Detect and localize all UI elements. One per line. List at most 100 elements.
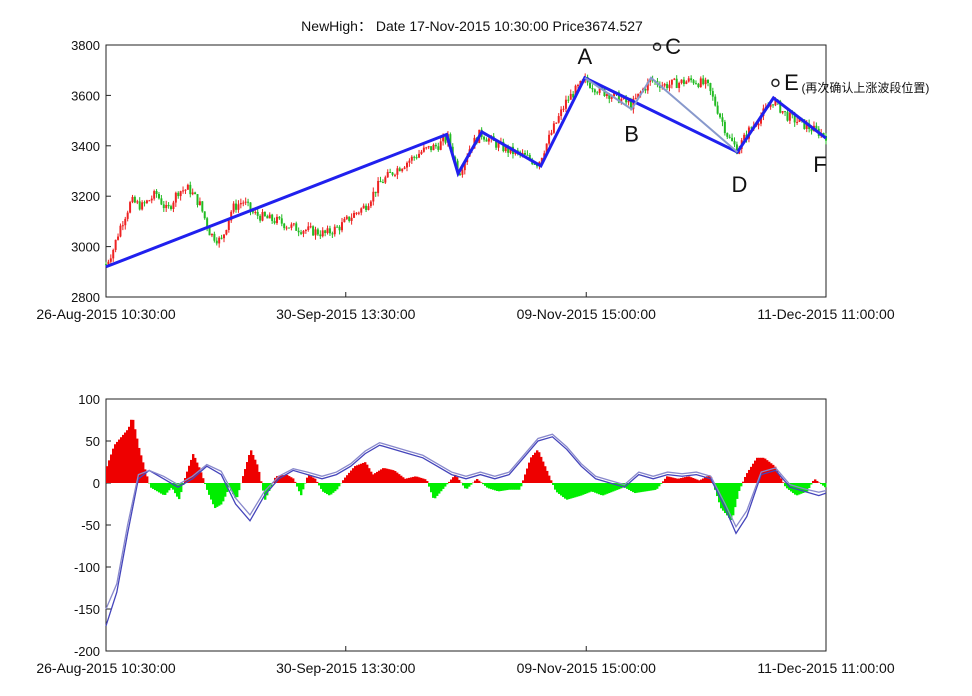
histogram-bar xyxy=(310,476,313,483)
price-y-tick-label: 3800 xyxy=(71,38,100,53)
candle-body xyxy=(434,144,437,147)
histogram-bar xyxy=(784,483,787,487)
histogram-bar xyxy=(288,476,291,483)
histogram-bar xyxy=(548,475,551,483)
annotation-label-a: A xyxy=(577,44,592,69)
indicator-y-tick-label: 100 xyxy=(78,392,100,407)
candle-body xyxy=(668,84,671,89)
candle-body xyxy=(406,162,409,168)
histogram-bar xyxy=(642,483,645,492)
histogram-bar xyxy=(368,468,371,483)
histogram-bar xyxy=(482,483,485,485)
histogram-bar xyxy=(626,483,629,489)
histogram-bar xyxy=(408,477,411,483)
histogram-bar xyxy=(522,480,525,483)
candle-body xyxy=(694,83,697,85)
histogram-bar xyxy=(224,483,227,497)
histogram-bar xyxy=(484,483,487,486)
histogram-bar xyxy=(544,466,547,483)
histogram-bar xyxy=(294,481,297,483)
candle-body xyxy=(731,137,734,142)
histogram-bar xyxy=(810,483,813,485)
candle-body xyxy=(112,249,115,259)
candle-body xyxy=(415,157,418,159)
histogram-bar xyxy=(292,478,295,483)
histogram-bar xyxy=(562,483,565,498)
histogram-bar xyxy=(814,479,817,483)
histogram-bar xyxy=(178,483,181,500)
histogram-bar xyxy=(824,483,827,488)
histogram-bar xyxy=(246,462,249,483)
candle-body xyxy=(145,200,148,204)
histogram-bar xyxy=(414,476,417,483)
candle-body xyxy=(338,226,341,231)
histogram-bar xyxy=(426,481,429,483)
candle-body xyxy=(682,79,685,84)
histogram-bar xyxy=(356,465,359,483)
candle-body xyxy=(215,240,218,244)
indicator-y-tick-label: -50 xyxy=(81,518,100,533)
histogram-bar xyxy=(594,483,597,493)
histogram-bar xyxy=(424,479,427,483)
histogram-bar xyxy=(436,483,439,496)
histogram-bar xyxy=(776,470,779,483)
histogram-bar xyxy=(440,483,443,492)
candle-body xyxy=(340,222,343,231)
histogram-bar xyxy=(390,469,393,483)
candle-body xyxy=(237,204,240,210)
candle-body xyxy=(148,200,151,202)
histogram-bar xyxy=(366,464,369,483)
candle-body xyxy=(666,83,669,89)
histogram-bar xyxy=(254,459,257,483)
histogram-bar xyxy=(780,478,783,483)
indicator-x-tick-label: 30-Sep-2015 13:30:00 xyxy=(276,660,416,676)
histogram-bar xyxy=(742,481,745,483)
annotation-label-f: F xyxy=(813,152,826,177)
candle-body xyxy=(150,198,153,201)
candle-body xyxy=(194,192,197,195)
histogram-bar xyxy=(410,477,413,483)
histogram-bar xyxy=(106,466,109,483)
candle-body xyxy=(196,194,199,206)
candle-body xyxy=(275,216,278,224)
histogram-bar xyxy=(756,457,759,483)
candle-body xyxy=(131,196,134,203)
histogram-bar xyxy=(822,483,825,486)
candle-body xyxy=(136,201,139,203)
candle-body xyxy=(203,211,206,219)
indicator-x-tick-label: 09-Nov-2015 15:00:00 xyxy=(517,660,657,676)
histogram-bar xyxy=(442,483,445,489)
histogram-bar xyxy=(412,476,415,483)
candle-body xyxy=(603,88,606,96)
candle-body xyxy=(273,220,276,224)
candle-body xyxy=(567,99,570,101)
candle-body xyxy=(526,154,529,156)
candle-body xyxy=(461,170,464,175)
histogram-bar xyxy=(456,477,459,483)
histogram-bar xyxy=(576,483,579,497)
histogram-bar xyxy=(400,475,403,483)
indicator-y-axis: -200 -150 -100 -50 0 50 100 xyxy=(74,392,111,659)
candle-body xyxy=(822,132,825,136)
histogram-bar xyxy=(554,483,557,490)
histogram-bar xyxy=(476,478,479,483)
histogram-bar xyxy=(376,471,379,483)
candle-body xyxy=(593,89,596,93)
histogram-bar xyxy=(778,474,781,483)
candle-body xyxy=(177,192,180,197)
histogram-bar xyxy=(110,454,113,483)
histogram-bar xyxy=(156,483,159,492)
candle-body xyxy=(726,133,729,137)
histogram-bar xyxy=(158,483,161,493)
candle-body xyxy=(784,111,787,113)
histogram-bar xyxy=(782,482,785,483)
candle-body xyxy=(759,116,762,124)
candle-body xyxy=(733,141,736,145)
candle-body xyxy=(735,144,738,154)
candle-body xyxy=(596,92,599,94)
candle-body xyxy=(687,78,690,82)
candle-body xyxy=(126,212,129,219)
histogram-bar xyxy=(116,441,119,483)
histogram-bar xyxy=(136,438,139,483)
candle-body xyxy=(107,261,110,265)
